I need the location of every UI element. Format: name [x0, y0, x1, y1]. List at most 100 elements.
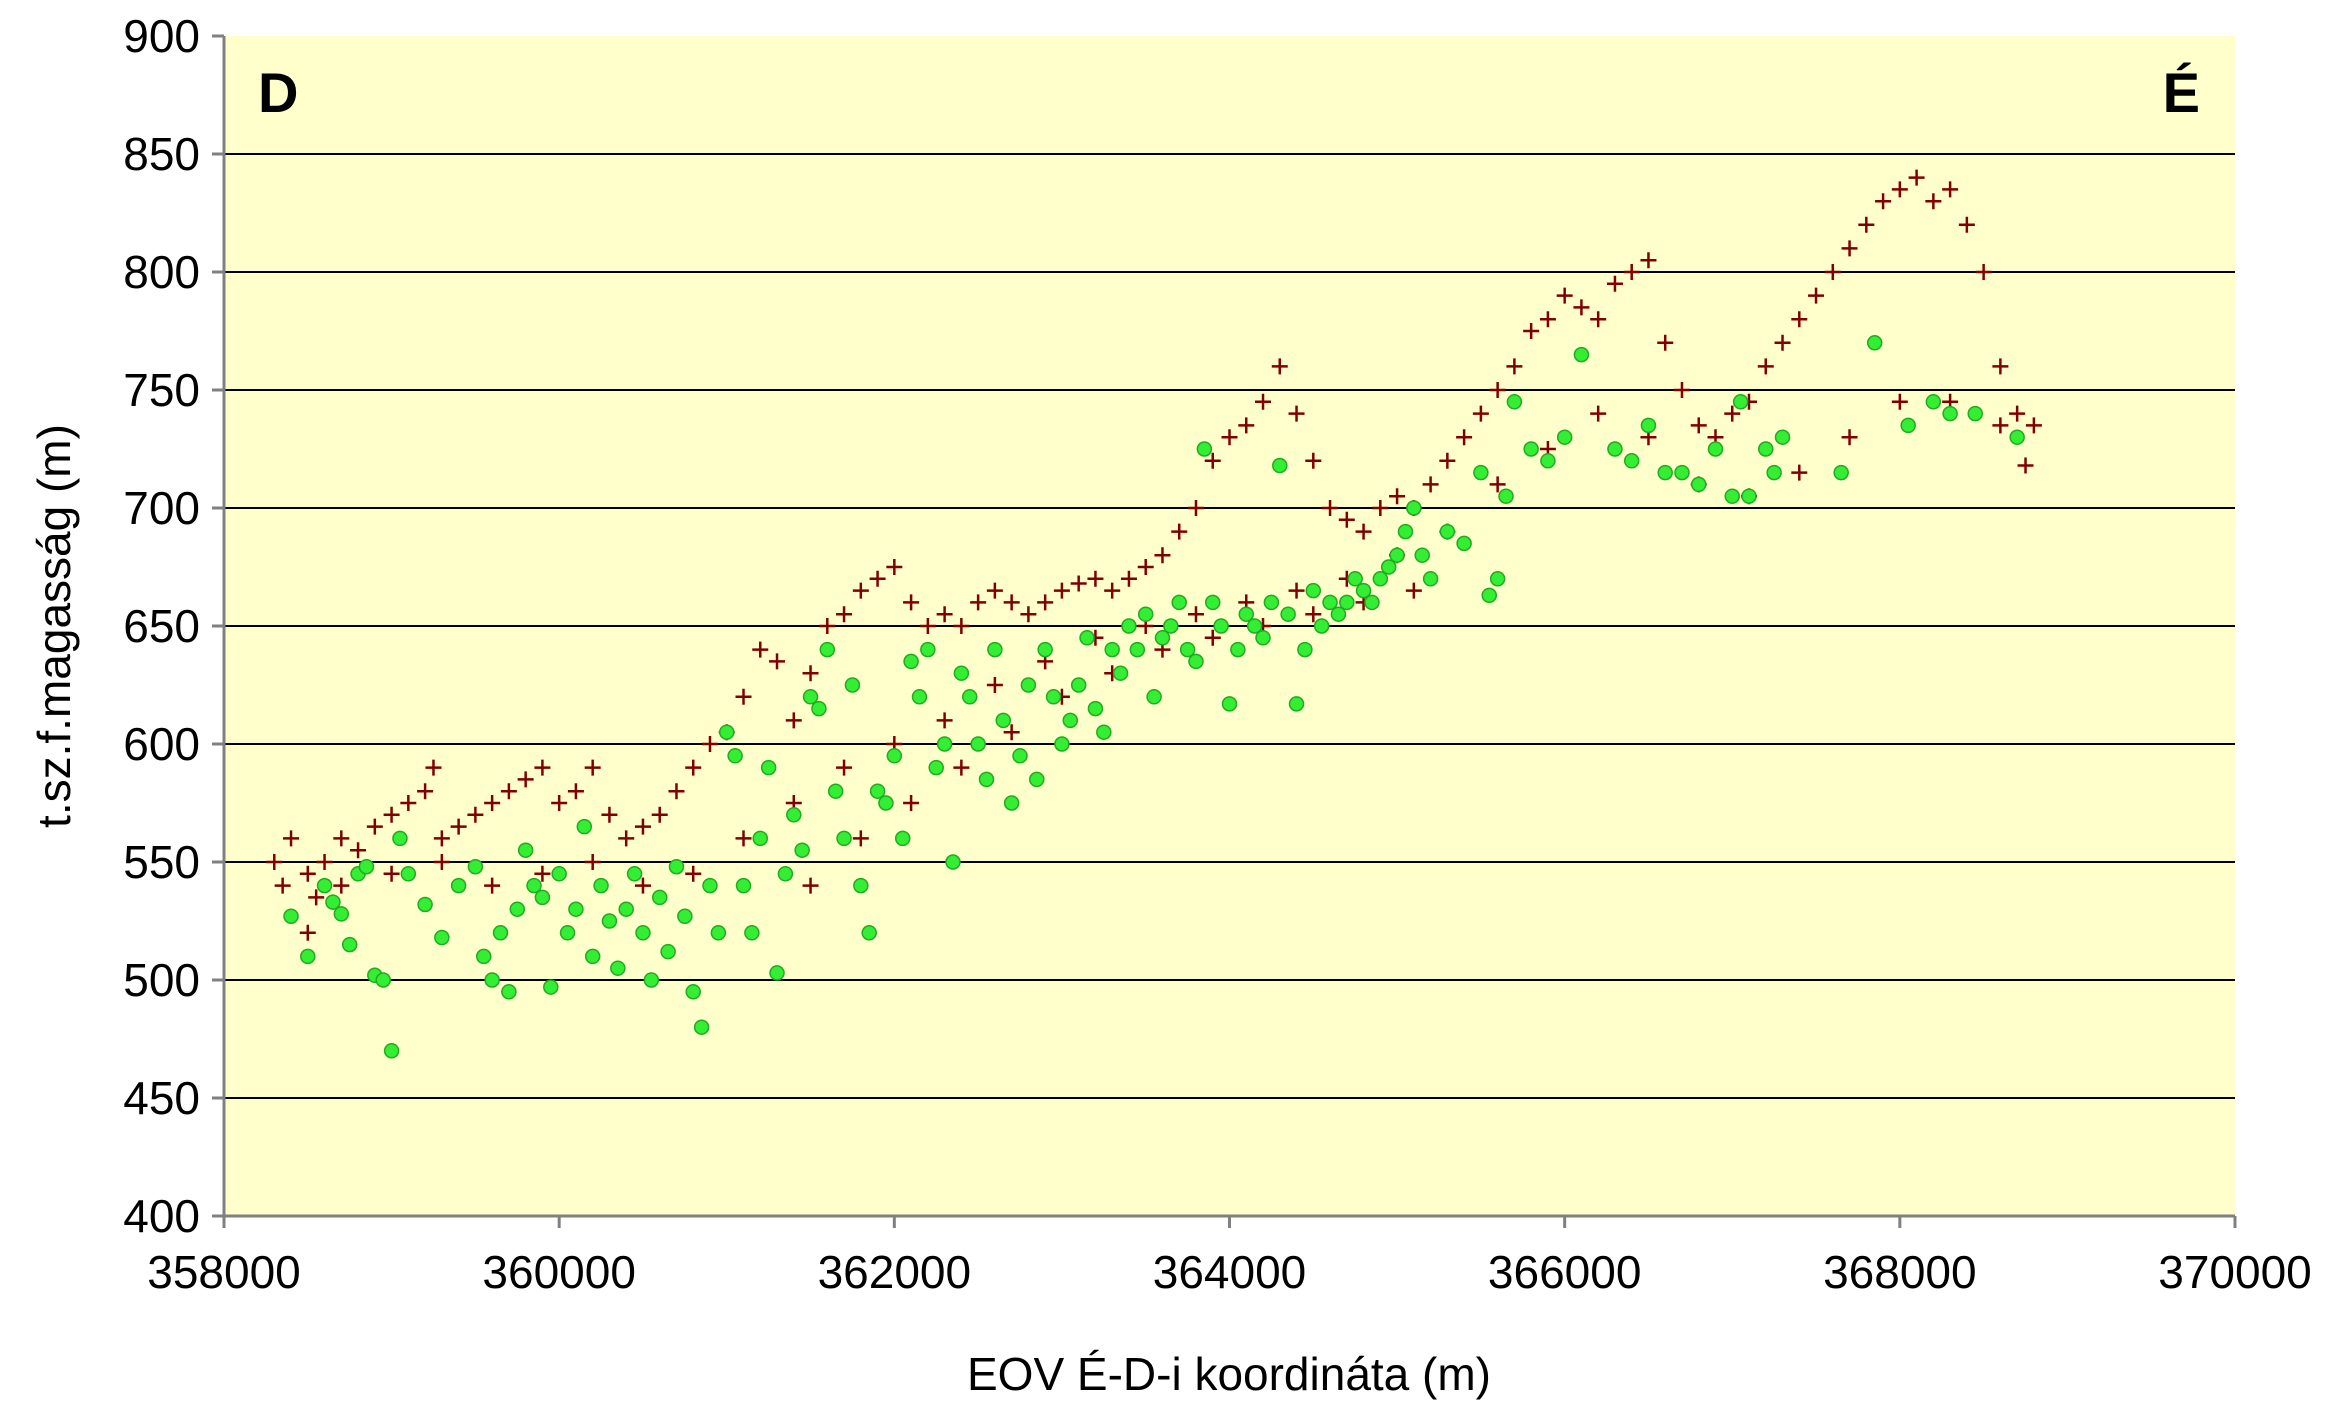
dot-point [1330, 606, 1347, 622]
cross-point [425, 759, 442, 776]
dot-point [534, 889, 551, 906]
dot-point [1020, 677, 1037, 693]
dot-point [1414, 547, 1430, 563]
dot-point [1690, 476, 1707, 493]
dot-point [1087, 700, 1104, 717]
cross-point [936, 712, 953, 729]
dot-point [1129, 641, 1146, 658]
dot-point [802, 689, 819, 705]
cross-point [1003, 724, 1020, 741]
dot-point [568, 901, 584, 917]
cross-point [1606, 275, 1623, 292]
dot-point [861, 925, 877, 941]
dot-point [685, 984, 701, 1000]
dot-point [1313, 618, 1330, 634]
dot-point [543, 979, 559, 995]
cross-point [836, 606, 853, 623]
dot-point [1246, 618, 1263, 634]
cross-point [1221, 429, 1238, 446]
cross-point [1070, 575, 1087, 592]
cross-point [383, 865, 400, 882]
dot-point [651, 889, 668, 906]
dot-point [1556, 429, 1573, 445]
cross-point [1958, 216, 1975, 233]
dot-point [1925, 394, 1942, 410]
dot-point [995, 712, 1012, 729]
dot-point [316, 877, 333, 894]
dot-point [928, 759, 944, 776]
cross-point [1506, 358, 1523, 375]
cross-point [1120, 570, 1137, 587]
dot-point [836, 830, 852, 847]
dot-point [1623, 453, 1640, 469]
cross-point [1841, 429, 1858, 446]
cross-point [986, 582, 1003, 599]
cross-point [1456, 429, 1473, 446]
cross-point [333, 877, 350, 894]
cross-point [1908, 169, 1925, 186]
cross-point [852, 830, 869, 847]
cross-point [1255, 393, 1272, 410]
cross-point [953, 759, 970, 776]
cross-point [651, 806, 668, 823]
dot-point [1674, 464, 1690, 481]
dot-point [610, 960, 626, 976]
cross-point [500, 783, 517, 800]
dot-point [1741, 488, 1757, 504]
dot-point [1137, 606, 1154, 622]
cross-point [1690, 417, 1707, 434]
dot-point [576, 818, 593, 835]
cross-point [752, 641, 769, 658]
dot-point [1355, 582, 1372, 599]
cross-point [953, 618, 970, 634]
dot-point [1774, 429, 1791, 445]
dot-point [1406, 500, 1422, 516]
x-tick-label: 366000 [1488, 1246, 1642, 1298]
cross-point [1523, 323, 1540, 339]
dot-point [786, 807, 802, 823]
dot-point [1305, 582, 1322, 599]
cross-point [1791, 311, 1808, 328]
dot-point [1188, 653, 1204, 670]
dot-point [375, 972, 391, 988]
dot-point [1523, 441, 1539, 457]
y-axis-ticks: 400 450 500 550 600 650 700 750 800 850 900 [123, 10, 224, 1242]
cross-point [819, 618, 836, 634]
dot-point [878, 795, 894, 811]
cross-point [785, 712, 802, 729]
cross-point [417, 783, 434, 800]
cross-point [919, 618, 936, 634]
dot-point [333, 906, 350, 922]
dot-point [1942, 405, 1958, 422]
cross-point [333, 830, 350, 847]
dot-point [1096, 724, 1112, 740]
cross-point [1556, 287, 1573, 304]
cross-point [836, 759, 853, 776]
dot-point [1540, 453, 1556, 469]
dot-point [735, 877, 752, 894]
cross-point [1003, 594, 1020, 611]
cross-point [1489, 476, 1506, 493]
dot-point [1070, 677, 1087, 693]
cross-point [266, 854, 283, 870]
dot-point [1221, 696, 1238, 712]
dot-point [1833, 464, 1849, 481]
y-tick-label: 900 [123, 10, 200, 62]
dot-point [1389, 547, 1405, 563]
dot-point [434, 929, 450, 946]
dot-point [559, 925, 576, 941]
cross-point [1271, 358, 1288, 375]
dot-point [626, 866, 643, 882]
y-axis-title: t.sz.f.magasság (m) [28, 424, 80, 828]
cross-point [350, 842, 367, 859]
cross-point [1673, 382, 1690, 398]
cross-point [1171, 523, 1188, 540]
cross-point [986, 677, 1003, 693]
cross-point [584, 854, 601, 870]
cross-point [1992, 358, 2009, 375]
dot-point [886, 748, 903, 764]
dot-point [1238, 606, 1255, 622]
cross-point [1154, 547, 1171, 564]
cross-point [769, 653, 786, 670]
dot-point [769, 965, 785, 981]
